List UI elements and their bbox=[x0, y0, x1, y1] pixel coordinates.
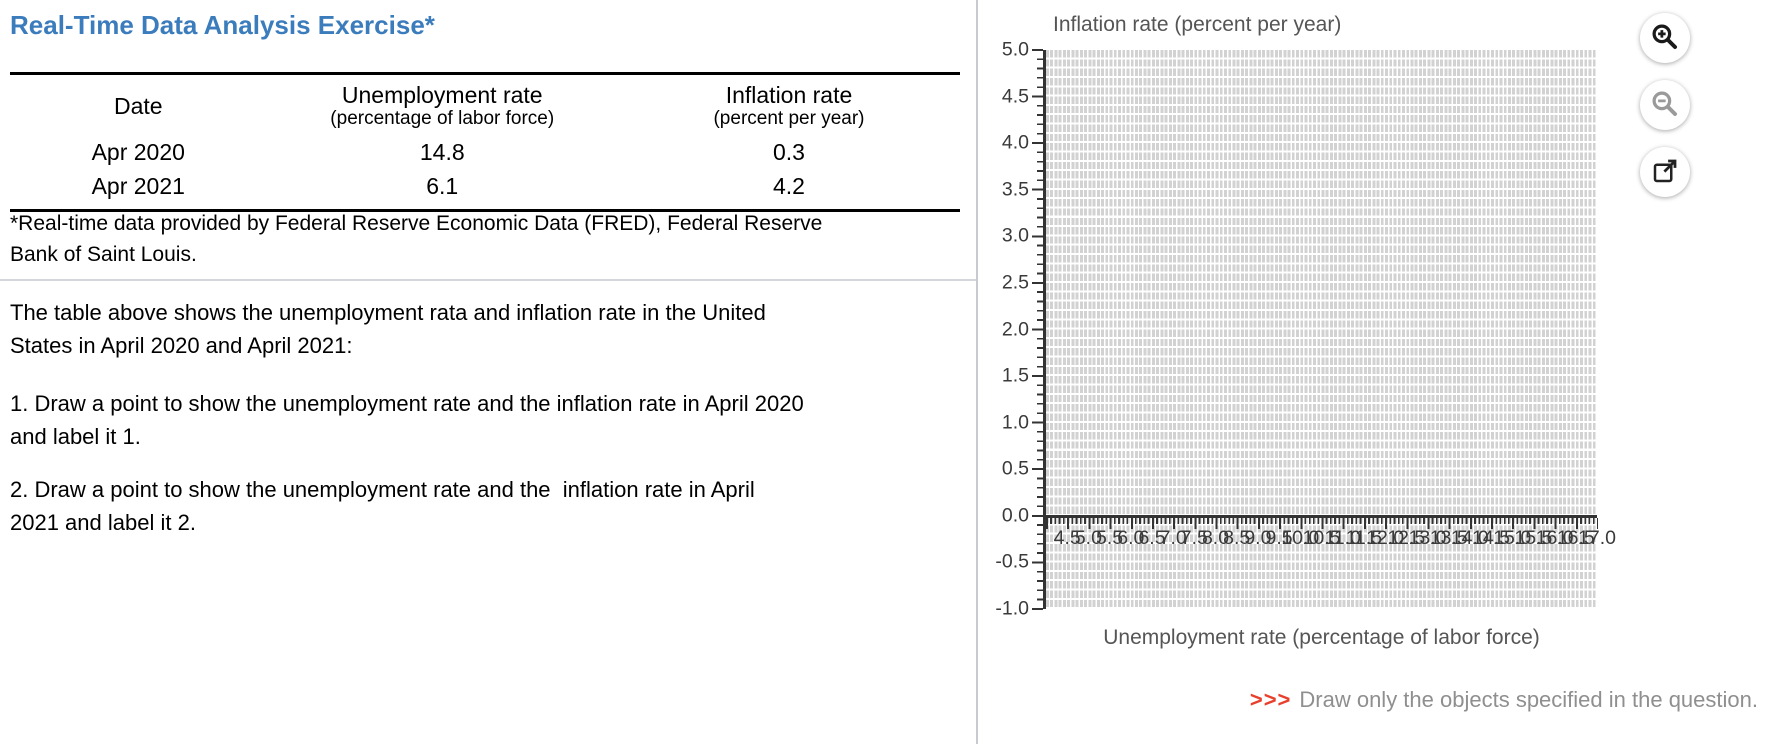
col-subheader-unemployment: (percentage of labor force) bbox=[330, 108, 555, 129]
x-tick-label: 15.0 bbox=[1493, 527, 1532, 549]
paragraph-line: The table above shows the unemployment r… bbox=[10, 300, 766, 325]
zoom-out-button[interactable] bbox=[1640, 80, 1690, 130]
x-tick-label: 10.0 bbox=[1281, 527, 1320, 549]
hint-arrows: >>> bbox=[1249, 687, 1292, 712]
x-tick-label: 17.0 bbox=[1578, 527, 1616, 549]
x-axis-major-ticks bbox=[1046, 518, 1598, 529]
x-tick-label: 12.5 bbox=[1387, 527, 1426, 549]
x-tick-label: 9.5 bbox=[1265, 527, 1293, 549]
x-axis-line bbox=[1043, 515, 1597, 518]
x-tick-label: 6.5 bbox=[1138, 527, 1166, 549]
y-tick-label: 1.5 bbox=[1001, 364, 1029, 387]
instruction-line: and label it 1. bbox=[10, 424, 141, 449]
y-tick-label: -1.0 bbox=[995, 597, 1029, 620]
y-tick-label: -0.5 bbox=[995, 550, 1029, 573]
y-axis-line bbox=[1043, 50, 1046, 609]
col-header-date: Date bbox=[113, 93, 163, 119]
footnote-line: Bank of Saint Louis. bbox=[10, 243, 197, 266]
cell-unemployment: 6.1 bbox=[426, 172, 459, 199]
data-table: Date Unemployment rate (percentage of la… bbox=[10, 72, 960, 212]
footnote-line: *Real-time data provided by Federal Rese… bbox=[10, 212, 823, 235]
exercise-panel: Real-Time Data Analysis Exercise* Date U… bbox=[0, 10, 976, 539]
cell-unemployment: 14.8 bbox=[419, 138, 465, 165]
x-tick-label: 7.5 bbox=[1180, 527, 1208, 549]
cell-inflation: 0.3 bbox=[773, 138, 805, 165]
table-header-row: Date Unemployment rate (percentage of la… bbox=[10, 75, 960, 135]
page-title: Real-Time Data Analysis Exercise* bbox=[10, 10, 435, 40]
col-header-unemployment: Unemployment rate bbox=[341, 82, 543, 108]
chart-y-axis-title: Inflation rate (percent per year) bbox=[1053, 13, 1342, 36]
x-tick-label: 8.5 bbox=[1223, 527, 1251, 549]
open-external-icon bbox=[1650, 156, 1680, 189]
intro-paragraph: The table above shows the unemployment r… bbox=[10, 296, 960, 362]
x-tick-label: 11.0 bbox=[1324, 527, 1361, 549]
x-tick-label: 9.0 bbox=[1244, 527, 1272, 549]
x-tick-label: 16.5 bbox=[1556, 527, 1595, 549]
y-tick-label: 4.0 bbox=[1001, 131, 1029, 154]
y-tick-label: 1.0 bbox=[1001, 411, 1029, 434]
open-external-button[interactable] bbox=[1640, 147, 1690, 197]
x-tick-label: 10.5 bbox=[1302, 527, 1341, 549]
paragraph-line: States in April 2020 and April 2021: bbox=[10, 333, 353, 358]
x-tick-label: 15.5 bbox=[1514, 527, 1553, 549]
instruction-1: 1. Draw a point to show the unemployment… bbox=[10, 387, 960, 453]
x-tick-label: 11.5 bbox=[1345, 527, 1383, 549]
x-tick-label: 16.0 bbox=[1535, 527, 1574, 549]
cell-date: Apr 2021 bbox=[91, 172, 185, 199]
y-axis-major-ticks bbox=[1032, 49, 1043, 611]
panel-divider bbox=[976, 0, 978, 744]
y-tick-label: 3.5 bbox=[1001, 178, 1029, 201]
graph-panel: Inflation rate (percent per year) 5.0 4.5… bbox=[978, 0, 1786, 744]
x-tick-label: 14.5 bbox=[1472, 527, 1510, 549]
y-tick-label: 3.0 bbox=[1001, 224, 1029, 247]
x-tick-label: 6.0 bbox=[1117, 527, 1145, 549]
y-tick-label: 5.0 bbox=[1001, 38, 1029, 61]
y-tick-label: 2.5 bbox=[1001, 271, 1029, 294]
zoom-in-icon bbox=[1650, 22, 1680, 55]
hint-message: >>> Draw only the objects specified in th… bbox=[1250, 687, 1758, 713]
x-tick-label: 5.5 bbox=[1096, 527, 1124, 549]
y-tick-label: 4.5 bbox=[1001, 85, 1029, 108]
hint-text: Draw only the objects specified in the q… bbox=[1299, 687, 1758, 712]
instruction-line: 2. Draw a point to show the unemployment… bbox=[10, 477, 755, 502]
x-tick-label: 8.0 bbox=[1201, 527, 1230, 549]
table-row: Apr 2020 14.8 0.3 bbox=[10, 135, 960, 169]
table-footnote: *Real-time data provided by Federal Rese… bbox=[10, 208, 960, 270]
col-subheader-inflation: (percent per year) bbox=[713, 108, 865, 129]
x-tick-label: 13.0 bbox=[1408, 527, 1447, 549]
chart-x-axis-title: Unemployment rate (percentage of labor f… bbox=[1103, 626, 1540, 649]
x-tick-label: 5.0 bbox=[1074, 527, 1102, 549]
col-header-inflation: Inflation rate bbox=[725, 82, 853, 108]
x-tick-label: 13.5 bbox=[1429, 527, 1468, 549]
x-tick-label: 14.0 bbox=[1450, 527, 1489, 549]
y-tick-label: 0.5 bbox=[1001, 457, 1029, 480]
table-row: Apr 2021 6.1 4.2 bbox=[10, 169, 960, 203]
x-tick-labels: 4.5 5.0 5.5 6.0 6.5 7.0 7.5 8.0 8.5 9.0 9.5 10.0 10.… bbox=[1046, 527, 1616, 549]
x-tick-label: 12.0 bbox=[1366, 527, 1405, 549]
y-tick-label: 2.0 bbox=[1001, 318, 1029, 340]
chart-toolbar bbox=[1640, 13, 1690, 214]
cell-inflation: 4.2 bbox=[773, 172, 805, 199]
zoom-out-icon bbox=[1650, 89, 1680, 122]
instruction-line: 2021 and label it 2. bbox=[10, 510, 196, 535]
y-tick-label: 0.0 bbox=[1001, 504, 1029, 527]
x-tick-label: 4.5 bbox=[1053, 527, 1081, 549]
cell-date: Apr 2020 bbox=[91, 138, 185, 165]
zoom-in-button[interactable] bbox=[1640, 13, 1690, 63]
horizontal-divider bbox=[0, 279, 976, 281]
x-tick-label: 7.0 bbox=[1159, 527, 1187, 549]
instruction-2: 2. Draw a point to show the unemployment… bbox=[10, 473, 960, 539]
y-tick-labels: 5.0 4.5 4.0 3.5 3.0 2.5 2.0 1.5 1.0 0.5 0.0 -0.5 -1.… bbox=[978, 39, 1029, 620]
instruction-line: 1. Draw a point to show the unemployment… bbox=[10, 391, 804, 416]
